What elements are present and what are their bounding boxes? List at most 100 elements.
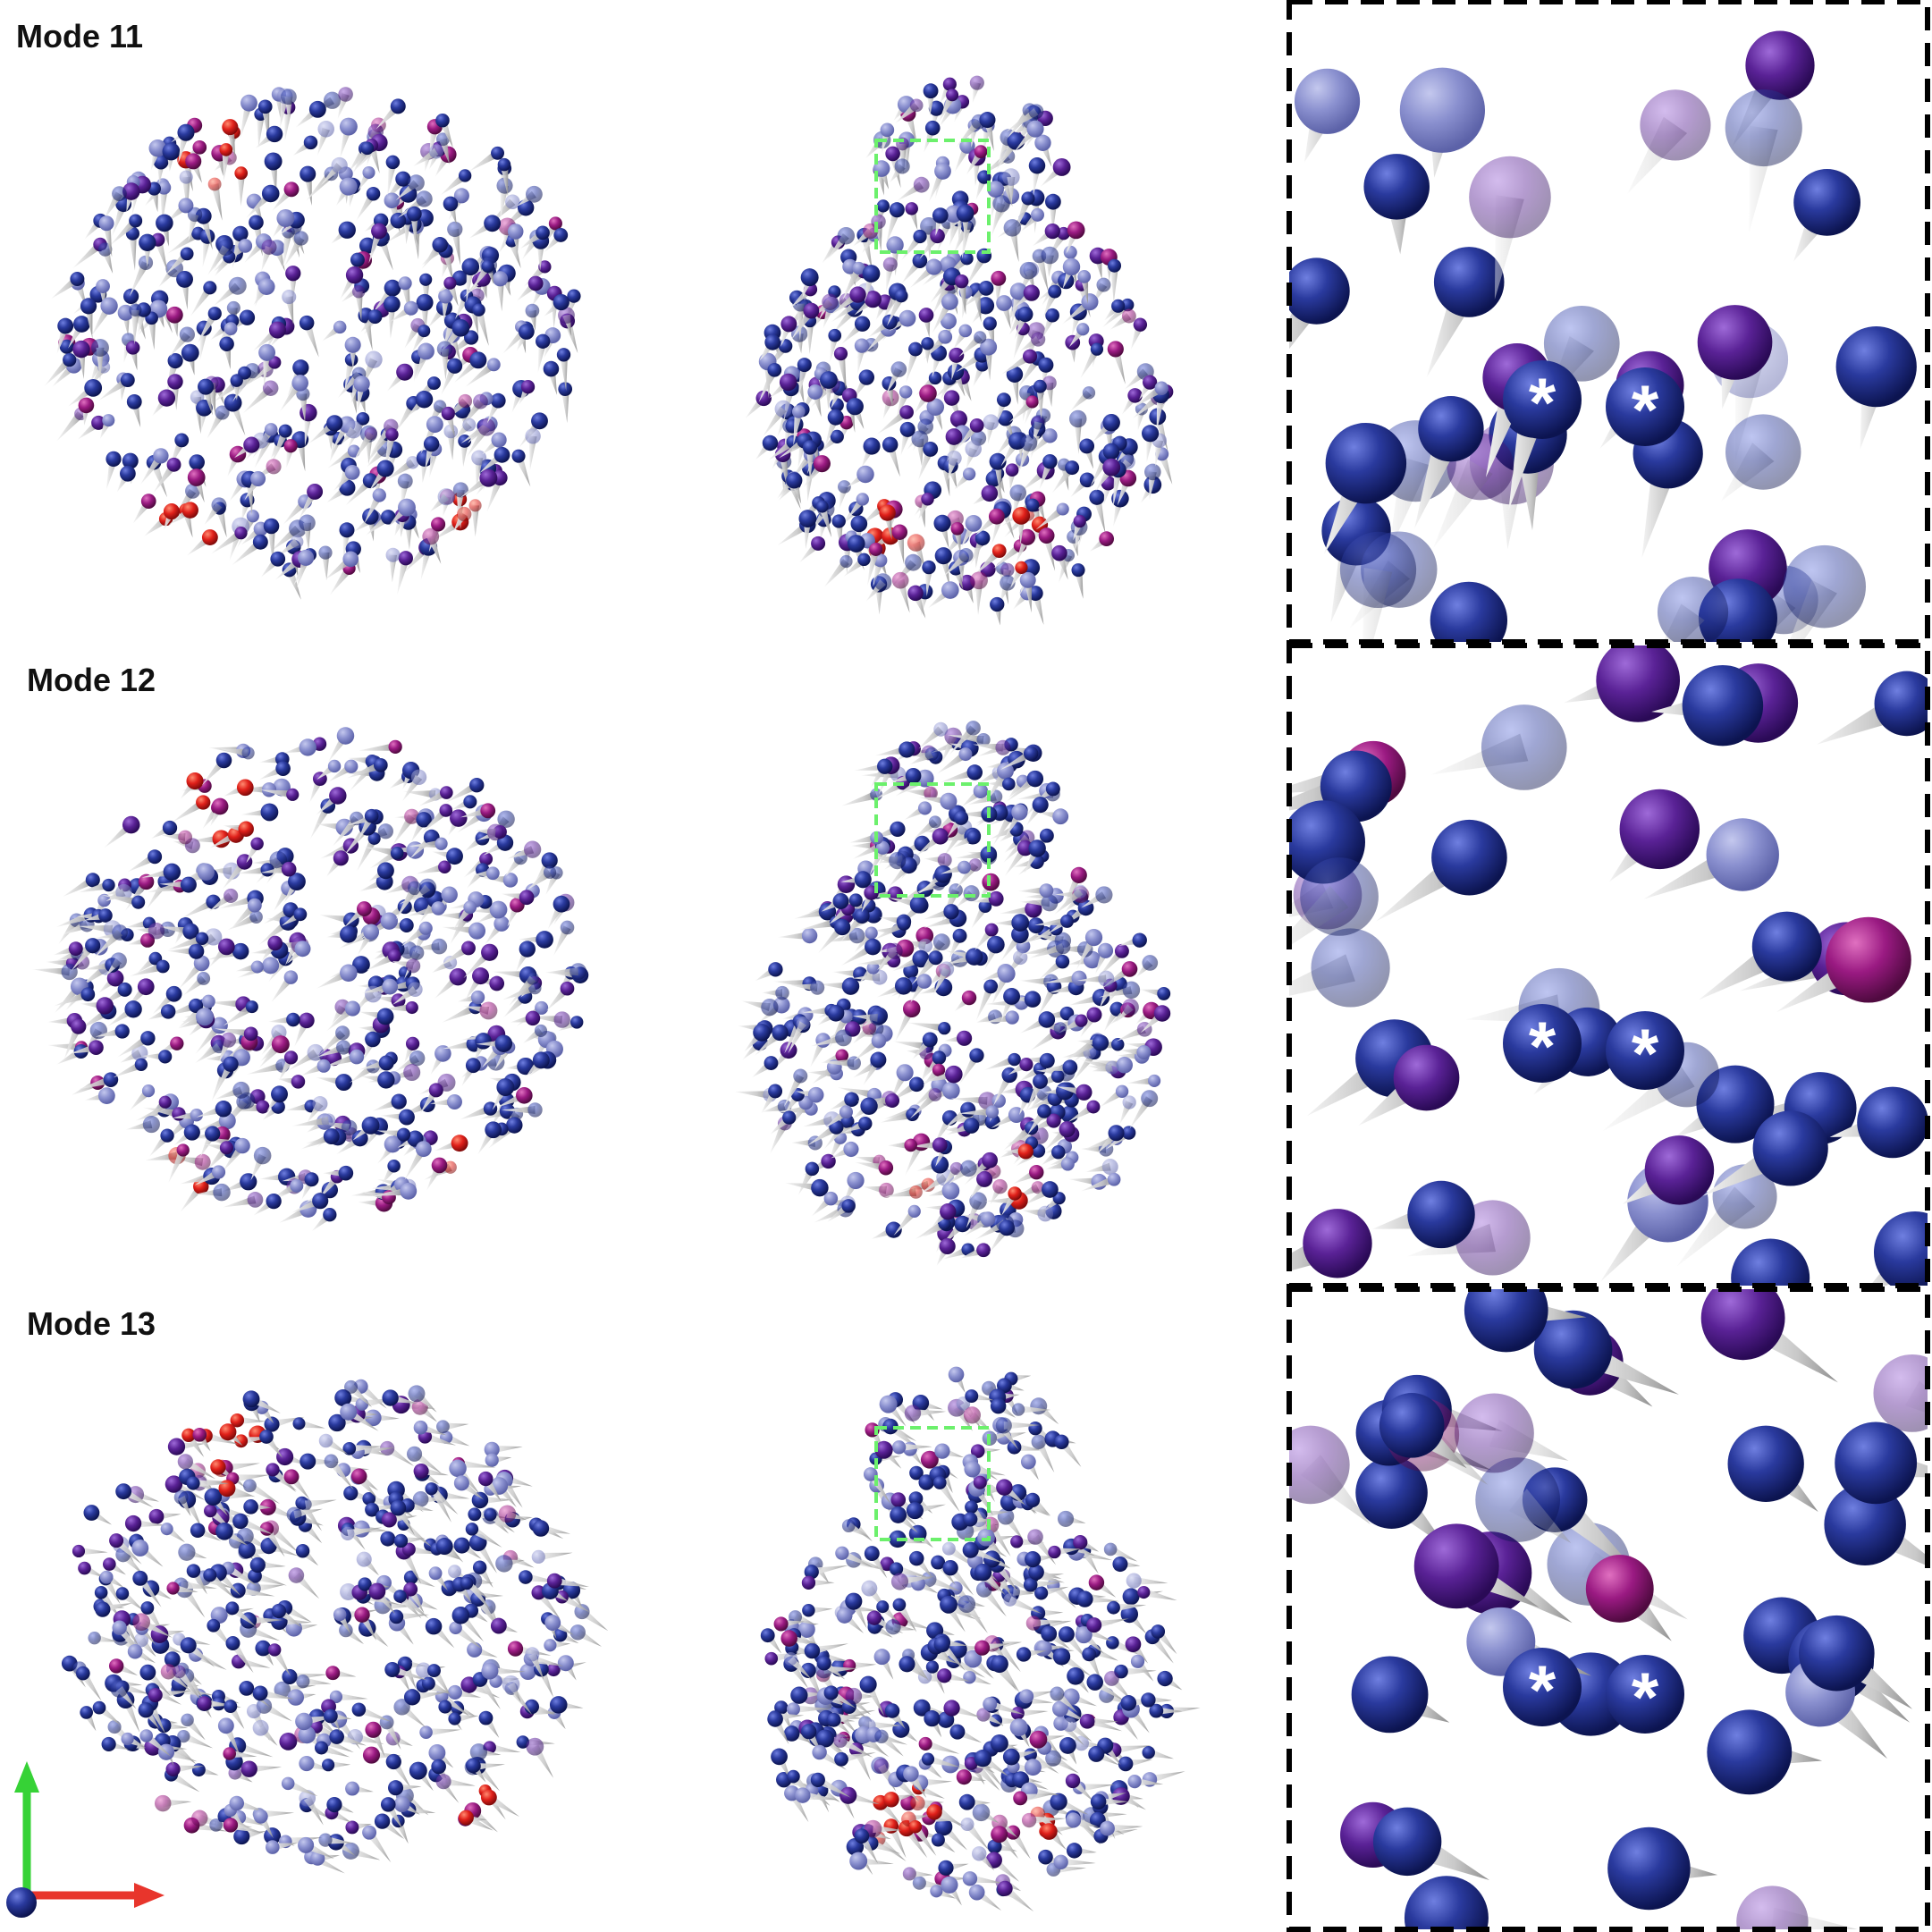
- residue-bead: [479, 852, 494, 866]
- residue-bead: [485, 1121, 502, 1139]
- residue-bead: [1024, 991, 1042, 1008]
- residue-bead: [1063, 245, 1077, 259]
- residue-bead: [875, 840, 890, 855]
- residue-bead: [876, 199, 890, 213]
- residue-bead: [349, 1049, 365, 1065]
- residue-bead: [390, 1499, 407, 1516]
- residue-bead: [963, 885, 980, 902]
- residue-bead: [933, 514, 951, 532]
- residue-bead: [907, 534, 925, 552]
- residue-bead: [1027, 1529, 1043, 1545]
- residue-bead: [969, 1048, 984, 1063]
- residue-bead: [356, 411, 370, 426]
- residue-bead: [983, 1697, 998, 1712]
- residue-bead: [382, 1389, 399, 1406]
- residue-bead: [356, 1551, 372, 1567]
- residue-bead: [931, 1555, 946, 1570]
- residue-bead: [905, 202, 918, 215]
- residue-bead: [218, 1480, 236, 1498]
- displacement-arrow: [537, 341, 547, 374]
- residue-bead: [240, 1760, 257, 1777]
- residue-bead: [821, 1153, 836, 1169]
- residue-bead: [293, 231, 308, 246]
- residue-bead: [403, 1689, 421, 1706]
- residue-bead: [353, 375, 370, 392]
- displacement-arrow: [1078, 1784, 1116, 1793]
- residue-bead: [264, 1416, 280, 1432]
- residue-bead: [871, 1033, 887, 1049]
- residue-bead: [965, 440, 982, 458]
- residue-bead: [443, 196, 459, 212]
- residue-bead: [933, 1636, 950, 1653]
- residue-bead: [268, 321, 286, 339]
- residue-bead: [80, 987, 96, 1002]
- residue-bead: [230, 374, 243, 387]
- residue-bead: [249, 910, 263, 924]
- residue-bead: [864, 291, 882, 308]
- residue-bead: [339, 522, 355, 538]
- residue-bead: [553, 293, 569, 311]
- residue-bead: [1031, 1181, 1044, 1194]
- residue-bead: [811, 1178, 829, 1197]
- displacement-arrow: [821, 1059, 855, 1067]
- residue-bead: [841, 977, 860, 995]
- residue-bead: [538, 260, 552, 274]
- residue-bead: [807, 384, 823, 400]
- residue-bead: [457, 506, 472, 522]
- residue-bead: [222, 119, 239, 136]
- residue-bead: [242, 1479, 257, 1493]
- displacement-arrow: [271, 429, 290, 465]
- displacement-arrow: [1013, 327, 1027, 359]
- residue-bead: [997, 965, 1016, 983]
- residue-bead: [952, 928, 967, 943]
- residue-bead: [115, 1483, 132, 1500]
- residue-bead: [1031, 207, 1044, 222]
- residue-bead: [259, 1522, 274, 1536]
- residue-bead: [167, 374, 183, 390]
- residue-bead: [958, 860, 971, 874]
- residue-bead: [1098, 970, 1115, 987]
- residue-bead: [181, 1428, 196, 1442]
- residue-bead: [1065, 1773, 1081, 1789]
- residue-bead: [902, 1000, 921, 1018]
- residue-bead: [340, 1583, 358, 1600]
- residue-bead: [1053, 1854, 1068, 1870]
- residue-bead: [485, 866, 500, 881]
- residue-bead: [810, 1772, 825, 1787]
- displacement-arrow: [958, 1108, 993, 1117]
- residue-bead: [460, 1576, 474, 1590]
- residue-bead: [768, 962, 783, 977]
- residue-bead: [1037, 1104, 1051, 1118]
- residue-bead: [1020, 1454, 1036, 1470]
- residue-bead: [937, 1668, 952, 1683]
- residue-bead: [1035, 1640, 1052, 1657]
- residue-bead: [816, 1729, 835, 1748]
- residue-bead: [526, 1737, 544, 1756]
- residue-bead: [160, 1664, 177, 1680]
- residue-bead: [102, 414, 115, 427]
- displacement-arrow: [993, 460, 1002, 497]
- residue-bead: [219, 1423, 237, 1441]
- residue-bead: [1039, 1052, 1055, 1068]
- residue-bead: [966, 764, 983, 780]
- residue-bead: [1033, 1073, 1048, 1089]
- residue-bead: [974, 1563, 992, 1582]
- residue-bead: [345, 1781, 360, 1796]
- displacement-arrow: [848, 1661, 877, 1670]
- residue-bead: [949, 410, 967, 428]
- residue-bead: [333, 850, 349, 866]
- residue-bead: [939, 961, 955, 977]
- residue-bead: [988, 890, 1004, 907]
- residue-bead: [1015, 561, 1028, 574]
- displacement-arrow: [143, 1107, 180, 1118]
- residue-bead: [885, 1221, 902, 1238]
- residue-bead: [997, 762, 1014, 780]
- displacement-arrow: [837, 352, 847, 391]
- residue-bead: [299, 1012, 315, 1029]
- residue-bead: [1107, 341, 1124, 358]
- residue-bead: [114, 1024, 130, 1039]
- residue-bead: [129, 303, 142, 316]
- residue-bead: [755, 390, 772, 407]
- displacement-arrow: [325, 1835, 353, 1844]
- residue-bead: [239, 1680, 255, 1696]
